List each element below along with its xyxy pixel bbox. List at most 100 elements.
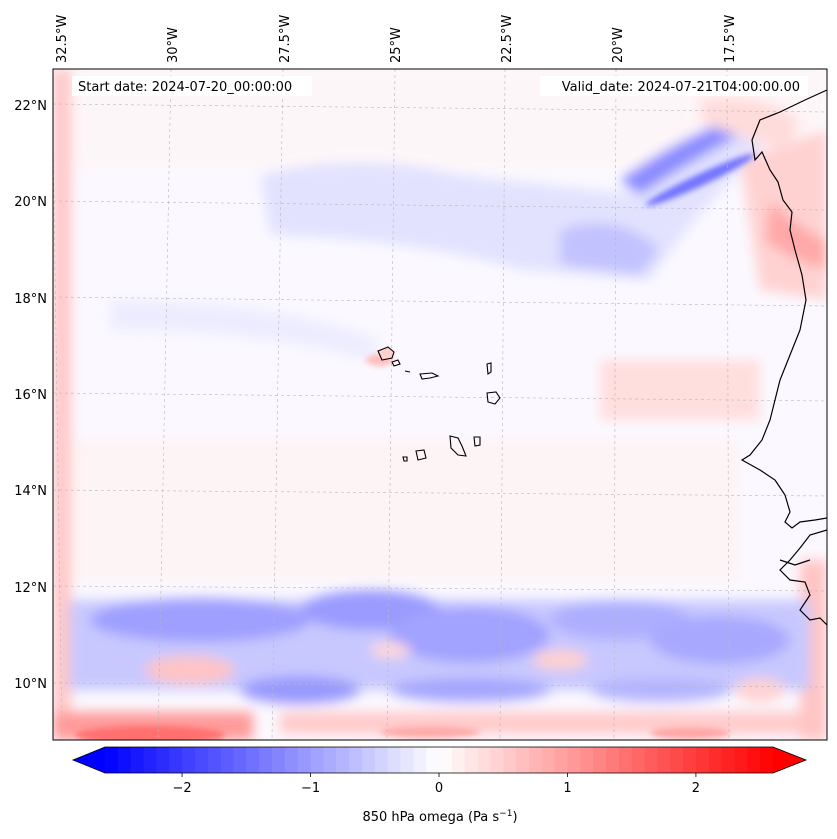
island-sao-nicolau (419, 372, 440, 380)
colorbar-step (618, 747, 633, 773)
colorbar-step (567, 747, 581, 773)
colorbar-step (554, 747, 569, 773)
colorbar-step (310, 747, 324, 773)
valid-date-label: Valid_date: 2024-07-21T04:00:00.00 (562, 80, 800, 95)
lon-label: 27.5°W (278, 15, 293, 63)
colorbar-step (503, 747, 517, 773)
colorbar-step (683, 747, 697, 773)
lat-label: 16°N (14, 388, 47, 403)
colorbar-step (670, 747, 684, 773)
colorbar-step (194, 747, 209, 773)
colorbar-step (374, 747, 389, 773)
start-date-box (72, 76, 312, 96)
colorbar: −2 −1 0 1 2 850 hPa omega (Pa s−1) (71, 746, 808, 825)
valid-date-box (540, 76, 808, 96)
colorbar-step (631, 747, 646, 773)
guinea-coast (779, 529, 827, 626)
colorbar-step (361, 747, 376, 773)
lon-label: 25°W (389, 27, 404, 63)
island-brava (402, 456, 408, 462)
colorbar-tick-label: 2 (692, 781, 700, 796)
senegal-river (779, 559, 811, 566)
colorbar-step (593, 747, 607, 773)
colorbar-step (464, 747, 479, 773)
colorbar-step (439, 747, 453, 773)
cape-verde-islands (377, 346, 501, 462)
lat-label: 10°N (14, 677, 47, 692)
island-fogo (415, 449, 427, 461)
longitude-labels: 32.5°W 30°W 27.5°W 25°W 22.5°W 20°W 17.5… (55, 15, 738, 63)
start-date-label: Start date: 2024-07-20_00:00:00 (78, 80, 292, 95)
colorbar-step (207, 747, 222, 773)
lon-label: 30°W (166, 27, 181, 63)
colorbar-step (233, 747, 247, 773)
colorbar-step (246, 747, 260, 773)
colorbar-step (426, 747, 440, 773)
island-santo-antao (377, 346, 395, 361)
lon-label: 20°W (611, 27, 626, 63)
colorbar-low-extend (73, 747, 105, 773)
colorbar-step (220, 747, 235, 773)
lat-label: 14°N (14, 484, 47, 499)
colorbar-step (169, 747, 183, 773)
island-santa-luzia (404, 370, 411, 373)
graticule (53, 69, 827, 740)
colorbar-step (760, 747, 774, 773)
colorbar-step (644, 747, 658, 773)
colorbar-step (182, 747, 196, 773)
lon-label: 22.5°W (500, 15, 515, 63)
colorbar-step (400, 747, 414, 773)
colorbar-step (541, 747, 556, 773)
island-boa-vista (486, 391, 501, 405)
colorbar-step (323, 747, 337, 773)
map-frame (52, 68, 828, 741)
colorbar-step (117, 747, 132, 773)
colorbar-step (336, 747, 350, 773)
colorbar-step (284, 747, 299, 773)
colorbar-step (657, 747, 671, 773)
colorbar-steps (105, 747, 774, 773)
colorbar-step (413, 747, 427, 773)
island-maio (473, 436, 481, 447)
colorbar-high-extend (773, 747, 806, 773)
island-sao-vicente (391, 359, 401, 367)
colorbar-step (349, 747, 363, 773)
colorbar-tick-label: −1 (301, 781, 320, 796)
lat-label: 22°N (14, 99, 47, 114)
colorbar-tick-label: 1 (563, 781, 571, 796)
colorbar-step (451, 747, 466, 773)
island-santiago (449, 435, 467, 457)
colorbar-step (130, 747, 145, 773)
colorbar-step (259, 747, 273, 773)
colorbar-step (708, 747, 723, 773)
lon-label: 17.5°W (723, 15, 738, 63)
lat-label: 12°N (14, 581, 47, 596)
colorbar-step (580, 747, 594, 773)
coastline (740, 89, 827, 626)
colorbar-step (606, 747, 620, 773)
lat-label: 18°N (14, 292, 47, 307)
colorbar-step (143, 747, 157, 773)
colorbar-step (272, 747, 286, 773)
africa-coastline (740, 89, 827, 529)
colorbar-step (695, 747, 710, 773)
colorbar-step (734, 747, 748, 773)
colorbar-outline (71, 746, 808, 774)
lat-label: 20°N (14, 195, 47, 210)
island-sal (486, 362, 492, 375)
colorbar-tick-label: 0 (435, 781, 443, 796)
colorbar-step (747, 747, 761, 773)
colorbar-step (516, 747, 530, 773)
colorbar-title: 850 hPa omega (Pa s−1) (362, 809, 517, 825)
colorbar-step (477, 747, 491, 773)
colorbar-step (156, 747, 170, 773)
colorbar-ticks: −2 −1 0 1 2 (172, 773, 700, 796)
colorbar-step (528, 747, 543, 773)
omega-field (53, 69, 827, 740)
colorbar-tick-label: −2 (172, 781, 191, 796)
colorbar-step (490, 747, 504, 773)
colorbar-step (721, 747, 736, 773)
colorbar-step (297, 747, 312, 773)
colorbar-step (105, 747, 119, 773)
